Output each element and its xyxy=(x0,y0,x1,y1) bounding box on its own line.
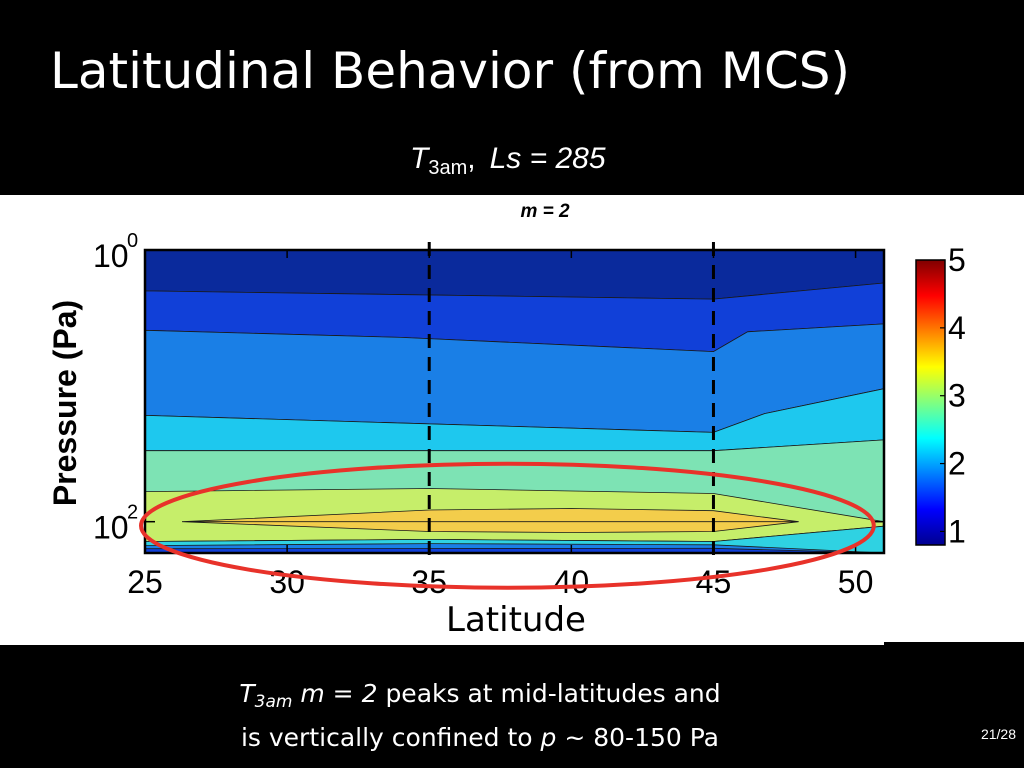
highlight-ellipse xyxy=(139,461,876,590)
caption-line2-prefix: is vertically confined to xyxy=(240,723,533,752)
colorbar-tick-label-4: 4 xyxy=(948,310,966,346)
caption-symbol: T xyxy=(239,679,255,708)
contour-band-6 xyxy=(181,508,799,533)
chart-title: m = 2 xyxy=(520,201,570,222)
subtitle-symbol: T xyxy=(410,142,429,175)
colorbar-tick-label-2: 2 xyxy=(948,446,966,482)
contour-chart: m = 225 30 35 40 45 50100102LatitudePressure … xyxy=(47,201,966,640)
caption-line-1: T3am m = 2 peaks at mid-latitudes and xyxy=(230,676,730,720)
x-tick-label-30: 30 xyxy=(269,564,305,600)
slide-subtitle: T3am, Ls = 285 xyxy=(410,142,606,180)
y-tick-exponent-0: 0 xyxy=(127,230,138,252)
plot-frame xyxy=(143,248,886,555)
x-tick-label-50: 50 xyxy=(838,564,874,600)
caption-mode: m = 2 xyxy=(300,679,378,708)
caption-line-2: is vertically confined to p ~ 80-150 Pa xyxy=(230,720,730,756)
caption-line1-text: peaks at mid-latitudes and xyxy=(385,679,721,708)
chart-panel: m = 2 25 30 35 40 45 50 10 0 10 2 Latitude Pressure … xyxy=(0,195,1024,645)
x-tick-label-35: 35 xyxy=(411,564,447,600)
slide-caption: T3am m = 2 peaks at mid-latitudes and is… xyxy=(230,676,730,756)
x-tick-label-45: 45 xyxy=(696,564,732,600)
subtitle-subscript: 3am xyxy=(428,157,468,179)
page-number: 21/28 xyxy=(980,726,1016,742)
caption-pressure-symbol: p xyxy=(540,723,557,752)
slide-title: Latitudinal Behavior (from MCS) xyxy=(50,42,850,100)
colorbar xyxy=(915,259,946,546)
y-tick-base-2: 10 xyxy=(93,510,129,546)
x-axis-label: Latitude xyxy=(446,600,586,640)
x-tick-label-40: 40 xyxy=(554,564,590,600)
contour-band-0 xyxy=(145,250,884,300)
subtitle-text: Ls = 285 xyxy=(489,142,606,175)
colorbar-tick-label-1: 1 xyxy=(948,513,966,549)
panel-corner xyxy=(884,642,1024,652)
y-tick-base-0: 10 xyxy=(93,238,129,274)
colorbar-tick-label-3: 3 xyxy=(948,378,966,414)
y-tick-exponent-2: 2 xyxy=(127,502,138,524)
colorbar-tick-label-5: 5 xyxy=(948,242,966,278)
y-axis-label: Pressure (Pa) xyxy=(47,300,83,506)
caption-subscript: 3am xyxy=(254,692,293,712)
x-tick-label-25: 25 xyxy=(127,564,163,600)
caption-line2-suffix: ~ 80-150 Pa xyxy=(564,723,720,752)
subtitle-separator: , xyxy=(467,142,476,175)
contour-bands xyxy=(145,250,884,553)
